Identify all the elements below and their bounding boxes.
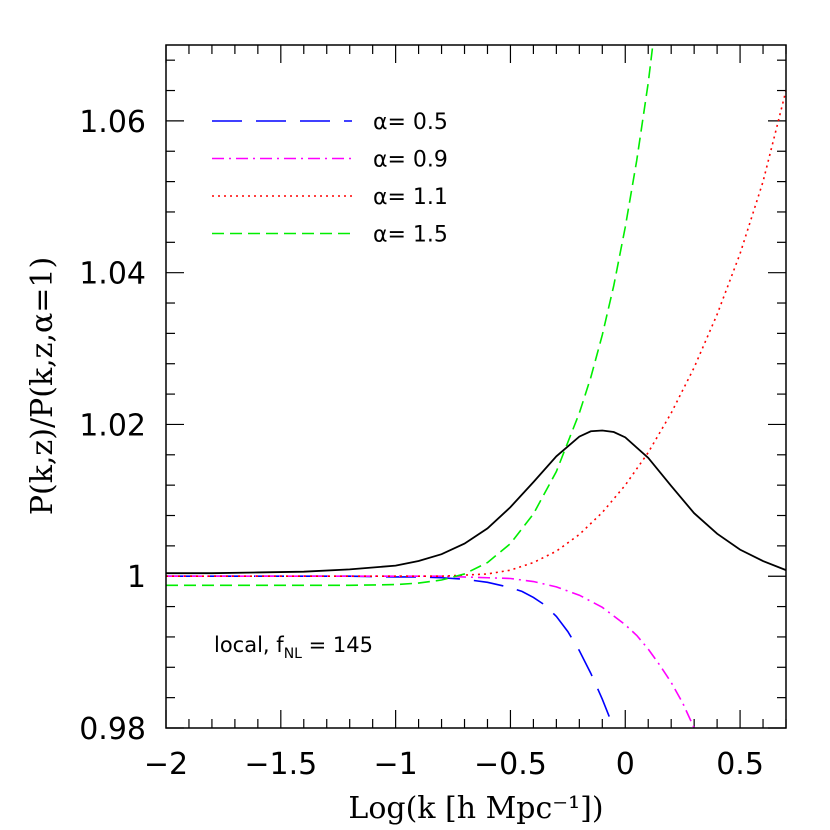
legend: α= 0.5 α= 0.9 α= 1.1 α= 1.5	[212, 110, 448, 248]
x-tick-label: −1.5	[244, 747, 317, 782]
x-axis-label: Log(k [h Mpc⁻¹])	[348, 791, 603, 826]
annotation-subscript: NL	[284, 646, 302, 662]
annotation-suffix: = 145	[302, 633, 373, 657]
legend-label: α= 1.5	[373, 223, 448, 248]
y-tick-label: 1.02	[79, 408, 146, 443]
x-tick-label: −1	[374, 747, 418, 782]
axis-ticks	[165, 45, 787, 729]
y-tick-label: 0.98	[79, 712, 146, 747]
y-tick-label: 1.06	[79, 105, 146, 140]
annotation-prefix: local, f	[214, 633, 284, 657]
x-tick-label: 0	[616, 747, 635, 782]
x-tick-label: 0.5	[716, 747, 764, 782]
series-line-reference	[166, 429, 786, 575]
series-line-1-1	[166, 90, 786, 578]
series-line-0-5	[166, 575, 615, 728]
plot-frame	[165, 44, 787, 729]
series-layer	[166, 45, 786, 728]
y-tick-label: 1.04	[79, 257, 146, 292]
tick-labels: −2 −1.5 −1 −0.5 0 0.5 0.98 1 1.02 1.04 1.06	[79, 105, 764, 782]
x-tick-label: −0.5	[474, 747, 547, 782]
legend-label: α= 0.9	[373, 148, 448, 173]
y-axis-label: P(k,z)/P(k,z,α=1)	[25, 257, 60, 515]
legend-label: α= 0.5	[373, 110, 448, 135]
annotation-text: local, fNL = 145	[214, 633, 373, 662]
series-line-1-5	[166, 45, 654, 587]
y-tick-label: 1	[127, 560, 146, 595]
legend-label: α= 1.1	[373, 185, 448, 210]
x-tick-label: −2	[144, 747, 188, 782]
